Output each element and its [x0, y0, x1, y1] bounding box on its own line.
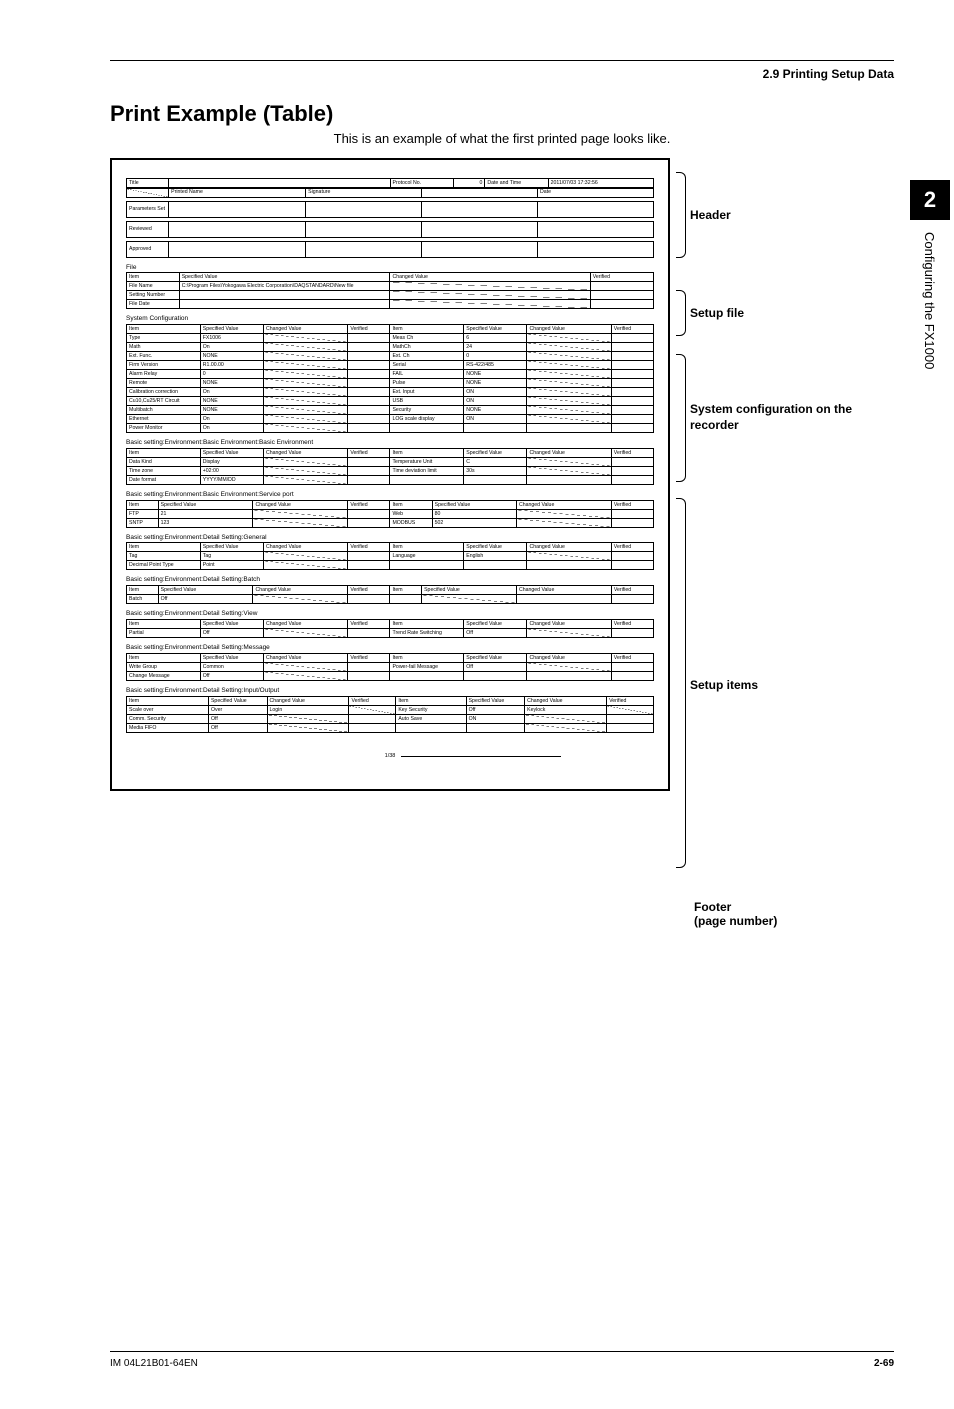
chapter-tab: 2 Configuring the FX1000	[910, 180, 954, 369]
breadcrumb: 2.9 Printing Setup Data	[110, 60, 894, 81]
annot-setupfile: Setup file	[690, 306, 744, 320]
annot-footer: Footer (page number)	[694, 900, 777, 928]
chapter-number: 2	[910, 180, 950, 220]
page-footer: IM 04L21B01-64EN 2-69	[110, 1351, 894, 1369]
annot-items: Setup items	[690, 678, 758, 692]
doc-id: IM 04L21B01-64EN	[110, 1358, 198, 1369]
annot-sys: System configuration on the recorder	[690, 402, 870, 433]
annot-header: Header	[690, 208, 731, 222]
annotation-column: Header Setup file System configuration o…	[670, 158, 870, 791]
intro-text: This is an example of what the first pri…	[110, 131, 894, 146]
page-title: Print Example (Table)	[110, 101, 894, 127]
printout-sheet: Title Protocol No.0 Date and Time2011/07…	[110, 158, 670, 791]
chapter-title: Configuring the FX1000	[922, 232, 937, 369]
document-page: 2.9 Printing Setup Data 2 Configuring th…	[0, 0, 954, 1409]
page-number: 2-69	[874, 1358, 894, 1369]
